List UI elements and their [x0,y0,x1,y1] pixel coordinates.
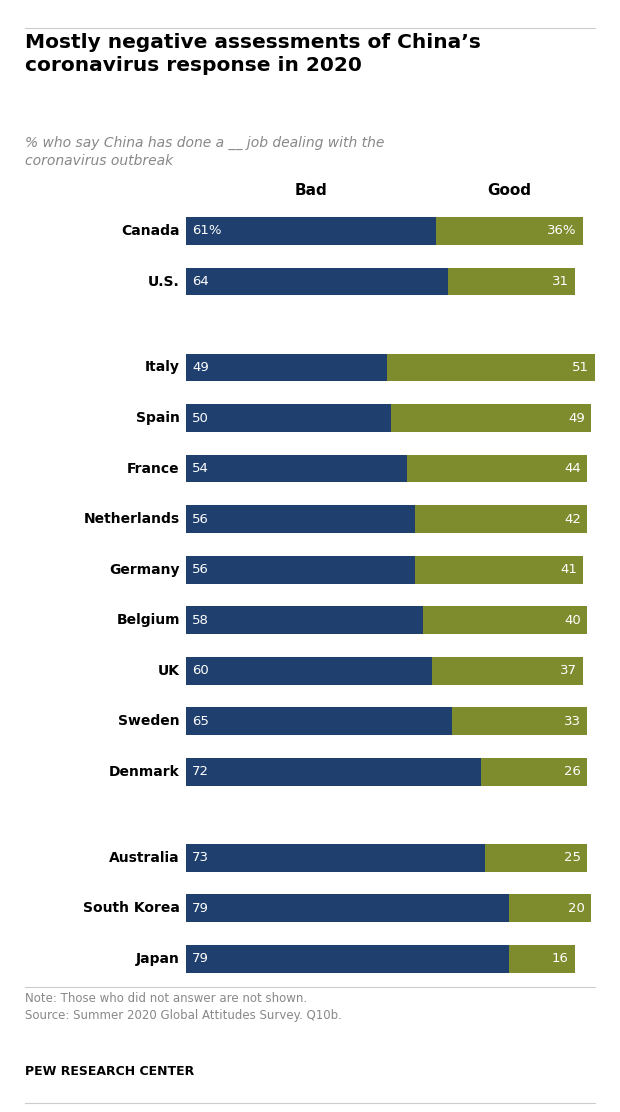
Text: 49: 49 [568,411,585,425]
Text: 51: 51 [572,361,589,374]
Text: 41: 41 [560,563,577,576]
Text: 37: 37 [560,664,577,677]
Bar [391,404,591,431]
Text: Netherlands: Netherlands [84,513,180,526]
Bar [186,217,436,245]
Text: Australia: Australia [109,851,180,865]
Bar [448,268,575,296]
Bar [480,758,587,786]
Text: % who say China has done a __ job dealing with the
coronavirus outbreak: % who say China has done a __ job dealin… [25,136,384,168]
Text: Belgium: Belgium [117,613,180,627]
Text: Sweden: Sweden [118,714,180,728]
Text: Good: Good [487,183,531,198]
Text: 64: 64 [192,275,209,288]
Text: 44: 44 [564,463,581,475]
Text: Japan: Japan [136,952,180,966]
Text: 65: 65 [192,715,209,727]
Text: Bad: Bad [294,183,327,198]
Bar [186,707,452,735]
Bar [452,707,587,735]
Text: 58: 58 [192,614,209,627]
Bar [509,894,591,922]
Text: Mostly negative assessments of China’s
coronavirus response in 2020: Mostly negative assessments of China’s c… [25,33,480,76]
Text: 40: 40 [564,614,581,627]
Bar [186,455,407,483]
Bar [423,606,587,634]
Text: 33: 33 [564,715,581,727]
Bar [432,657,583,685]
Text: 61%: 61% [192,225,221,238]
Bar [186,945,509,973]
Text: 73: 73 [192,852,209,864]
Text: UK: UK [158,664,180,677]
Text: 25: 25 [564,852,581,864]
Bar [186,844,485,872]
Text: 26: 26 [564,765,581,778]
Text: Spain: Spain [136,411,180,425]
Bar [186,404,391,431]
Bar [415,505,587,533]
Text: 79: 79 [192,902,209,915]
Text: Germany: Germany [109,563,180,577]
Bar [485,844,587,872]
Text: 42: 42 [564,513,581,526]
Text: 56: 56 [192,513,209,526]
Text: Italy: Italy [145,360,180,375]
Bar [186,606,423,634]
Text: 20: 20 [568,902,585,915]
Bar [415,556,583,584]
Bar [436,217,583,245]
Text: Canada: Canada [122,224,180,238]
Bar [186,758,480,786]
Text: U.S.: U.S. [148,275,180,288]
Text: 72: 72 [192,765,209,778]
Bar [509,945,575,973]
Text: 60: 60 [192,664,209,677]
Text: France: France [127,461,180,476]
Bar [186,657,432,685]
Bar [407,455,587,483]
Bar [186,556,415,584]
Text: 79: 79 [192,952,209,965]
Bar [186,354,386,381]
Text: PEW RESEARCH CENTER: PEW RESEARCH CENTER [25,1065,194,1079]
Text: 16: 16 [552,952,569,965]
Text: South Korea: South Korea [83,902,180,915]
Text: 50: 50 [192,411,209,425]
Bar [186,894,509,922]
Text: 56: 56 [192,563,209,576]
Text: 31: 31 [552,275,569,288]
Bar [186,505,415,533]
Bar [186,268,448,296]
Text: Note: Those who did not answer are not shown.
Source: Summer 2020 Global Attitud: Note: Those who did not answer are not s… [25,992,342,1022]
Bar [386,354,595,381]
Text: 54: 54 [192,463,209,475]
Text: 36%: 36% [547,225,577,238]
Text: Denmark: Denmark [109,765,180,778]
Text: 49: 49 [192,361,209,374]
